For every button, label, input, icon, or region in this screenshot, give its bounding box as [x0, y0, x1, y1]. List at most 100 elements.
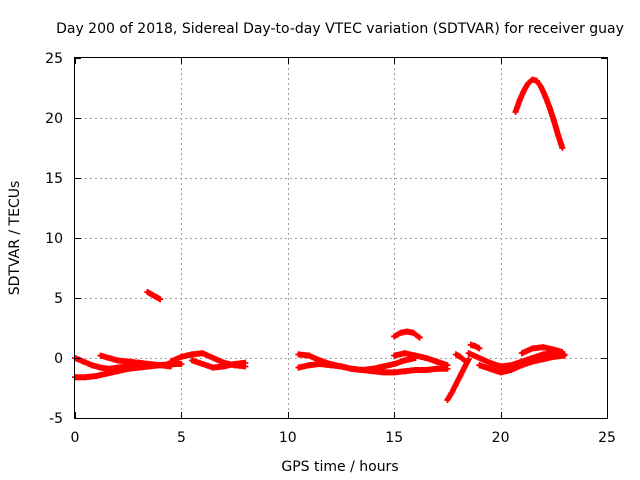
data-point — [550, 346, 557, 353]
data-point — [476, 355, 483, 361]
x-tick-label: 5 — [177, 430, 186, 446]
data-point — [518, 350, 525, 357]
series-seg-p — [518, 344, 566, 357]
data-point — [412, 352, 419, 359]
x-tick-label: 10 — [279, 430, 297, 446]
data-point — [461, 357, 468, 364]
data-point — [242, 359, 249, 366]
data-point — [380, 369, 387, 376]
data-point — [508, 367, 515, 373]
data-point — [476, 345, 483, 352]
y-tick-label: 15 — [45, 171, 63, 187]
data-point — [401, 368, 408, 375]
data-point — [529, 76, 536, 83]
data-point — [178, 361, 185, 367]
series-seg-k — [444, 356, 472, 403]
data-point — [114, 364, 121, 371]
data-point — [403, 328, 410, 335]
data-point — [306, 352, 313, 359]
data-point — [452, 381, 459, 388]
y-tick-label: -5 — [49, 411, 63, 427]
data-point — [486, 365, 493, 372]
data-point — [497, 363, 504, 370]
data-point — [525, 80, 532, 87]
data-point — [423, 355, 430, 361]
data-point — [472, 343, 479, 349]
data-point — [199, 361, 206, 367]
series-seg-f — [144, 289, 164, 303]
data-point — [542, 93, 549, 100]
data-point — [391, 369, 398, 376]
data-point — [546, 104, 553, 111]
data-points — [72, 76, 568, 403]
x-tick-label: 20 — [492, 430, 510, 446]
data-point — [444, 362, 451, 369]
data-point — [397, 329, 404, 336]
data-point — [452, 351, 459, 358]
data-point — [80, 358, 87, 365]
data-point — [512, 109, 519, 115]
data-point — [146, 361, 153, 367]
data-point — [380, 363, 387, 370]
x-tick-label: 25 — [598, 430, 616, 446]
data-point — [423, 367, 430, 373]
y-tick-label: 0 — [54, 351, 63, 367]
data-point — [461, 364, 468, 371]
data-point — [295, 364, 302, 371]
axes: 0 5 10 15 20 25 -5 0 5 10 15 20 25 — [45, 51, 616, 446]
data-point — [97, 364, 104, 371]
data-point — [189, 351, 196, 358]
data-point — [199, 350, 206, 357]
x-tick-label: 15 — [385, 430, 403, 446]
data-point — [559, 349, 566, 355]
grid — [75, 58, 607, 418]
data-point — [540, 344, 547, 351]
data-point — [467, 341, 474, 348]
data-point — [93, 373, 100, 379]
x-tick-label: 0 — [71, 430, 80, 446]
data-point — [157, 296, 164, 303]
data-point — [561, 352, 568, 359]
data-point — [433, 365, 440, 372]
data-point — [391, 333, 398, 340]
data-point — [327, 362, 334, 369]
data-point — [210, 355, 217, 361]
data-point — [540, 356, 547, 363]
series-seg-m — [467, 341, 483, 352]
data-point — [144, 289, 151, 295]
data-point — [106, 355, 113, 361]
data-point — [465, 356, 472, 363]
data-point — [359, 367, 366, 373]
y-tick-label: 5 — [54, 291, 63, 307]
data-point — [316, 361, 323, 367]
data-point — [533, 77, 540, 84]
data-point — [444, 397, 451, 403]
data-point — [231, 361, 238, 367]
data-point — [157, 362, 164, 369]
data-point — [550, 117, 557, 124]
data-point — [135, 359, 142, 366]
data-point — [401, 357, 408, 364]
data-point — [295, 351, 302, 358]
data-point — [486, 359, 493, 366]
data-point — [391, 361, 398, 367]
data-point — [518, 362, 525, 369]
x-axis-label: GPS time / hours — [281, 459, 398, 475]
series-seg-i — [391, 350, 451, 369]
data-point — [448, 389, 455, 396]
data-point — [338, 363, 344, 370]
data-point — [348, 365, 355, 372]
data-point — [114, 357, 121, 364]
data-point — [516, 97, 523, 103]
data-point — [97, 352, 104, 359]
y-axis-label: SDTVAR / TECUs — [7, 181, 23, 296]
data-point — [82, 374, 89, 381]
data-point — [433, 358, 440, 365]
series-seg-j — [391, 328, 423, 341]
y-tick-label: 10 — [45, 231, 63, 247]
data-point — [210, 364, 217, 371]
data-point — [89, 362, 96, 369]
data-point — [369, 365, 376, 372]
chart-title: Day 200 of 2018, Sidereal Day-to-day VTE… — [56, 21, 624, 37]
